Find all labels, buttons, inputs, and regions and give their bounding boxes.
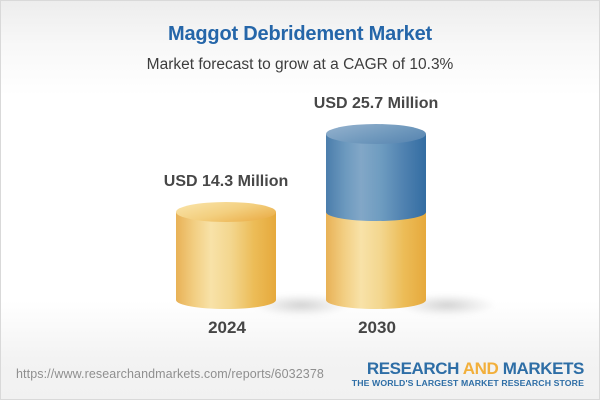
cylinder-2030-growth-segment xyxy=(326,134,426,221)
x-axis-label-2024: 2024 xyxy=(208,318,246,337)
page-subtitle: Market forecast to grow at a CAGR of 10.… xyxy=(146,56,454,73)
cylinder-2024 xyxy=(176,202,276,309)
footer-bar: https://www.researchandmarkets.com/repor… xyxy=(1,349,599,399)
report-url: https://www.researchandmarkets.com/repor… xyxy=(16,367,324,381)
logo-word-research: RESEARCH xyxy=(366,359,460,379)
cylinder-2024-body xyxy=(176,212,276,309)
cylinder-2024-cap xyxy=(176,202,276,222)
page-title: Maggot Debridement Market xyxy=(168,23,432,45)
brand-logo: RESEARCH AND MARKETS THE WORLD'S LARGEST… xyxy=(351,359,585,389)
brand-logo-wordmark: RESEARCH AND MARKETS xyxy=(352,359,585,379)
brand-logo-tagline: THE WORLD'S LARGEST MARKET RESEARCH STOR… xyxy=(351,378,584,389)
cylinder-shadow-2024 xyxy=(253,294,349,316)
value-label-2024: USD 14.3 Million xyxy=(163,173,289,190)
logo-word-markets: MARKETS xyxy=(502,359,585,379)
cylinder-2030 xyxy=(326,124,426,309)
cylinder-2030-cap xyxy=(326,124,426,144)
x-axis-label-2030: 2030 xyxy=(358,318,396,337)
value-label-2030: USD 25.7 Million xyxy=(313,95,439,112)
logo-word-and: AND xyxy=(462,359,499,379)
